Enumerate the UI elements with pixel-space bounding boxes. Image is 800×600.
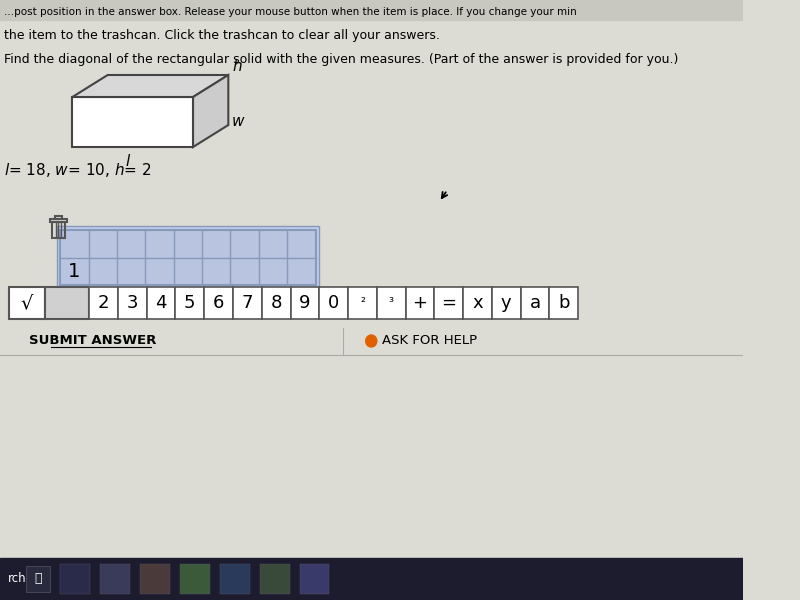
Bar [204,287,233,319]
Bar [52,222,65,238]
Text: $l$= 18, $w$= 10, $h$= 2: $l$= 18, $w$= 10, $h$= 2 [4,161,151,179]
Bar [54,216,62,219]
Bar [50,219,67,222]
Polygon shape [193,75,228,147]
Text: 1: 1 [68,262,81,281]
Text: a: a [530,294,541,312]
Text: Find the diagonal of the rectangular solid with the given measures. (Part of the: Find the diagonal of the rectangular sol… [4,52,678,65]
Bar [377,287,406,319]
Circle shape [366,335,377,347]
Bar [434,287,463,319]
Text: b: b [558,294,570,312]
Text: ³: ³ [389,296,394,310]
Text: 2: 2 [98,294,110,312]
Text: 4: 4 [155,294,166,312]
Text: 🎙: 🎙 [34,572,42,586]
Text: ...post position in the answer box. Release your mouse button when the item is p: ...post position in the answer box. Rele… [4,7,577,17]
Bar [463,287,492,319]
Bar [140,564,170,594]
Text: the item to the trashcan. Click the trashcan to clear all your answers.: the item to the trashcan. Click the tras… [4,29,439,43]
Bar [175,287,204,319]
Text: 3: 3 [126,294,138,312]
Bar [290,287,319,319]
Bar [300,564,330,594]
Text: h: h [232,59,242,74]
Bar [492,287,521,319]
Bar [233,287,262,319]
Text: 7: 7 [242,294,253,312]
Bar [57,226,319,289]
Text: ²: ² [360,296,365,310]
Bar [45,287,89,319]
Text: 8: 8 [270,294,282,312]
Bar [26,566,50,592]
Text: y: y [501,294,512,312]
Bar [100,564,130,594]
Bar [60,230,315,285]
Bar [220,564,250,594]
Text: x: x [472,294,483,312]
Text: 0: 0 [328,294,339,312]
Bar [180,564,210,594]
Bar [89,287,118,319]
Bar [118,287,146,319]
Text: ASK FOR HELP: ASK FOR HELP [382,335,478,347]
Text: w: w [232,115,245,130]
Bar [348,287,377,319]
Bar [521,287,550,319]
Text: √: √ [21,293,33,313]
Bar [319,287,348,319]
Text: +: + [413,294,427,312]
Bar [0,558,742,600]
Polygon shape [72,75,228,97]
Bar [550,287,578,319]
Text: 9: 9 [299,294,310,312]
Bar [146,287,175,319]
Text: SUBMIT ANSWER: SUBMIT ANSWER [29,335,157,347]
Bar [10,287,45,319]
Bar [60,564,90,594]
Text: =: = [442,294,456,312]
Text: 5: 5 [184,294,195,312]
Bar [262,287,290,319]
Bar [0,0,742,20]
Polygon shape [72,97,193,147]
Text: rch: rch [7,572,26,586]
Bar [260,564,290,594]
Bar [406,287,434,319]
Text: l: l [126,154,130,169]
Text: 6: 6 [213,294,224,312]
